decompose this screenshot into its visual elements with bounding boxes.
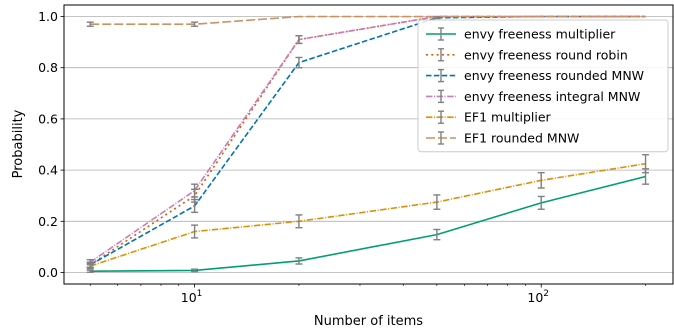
series-layer bbox=[86, 15, 650, 273]
series-line bbox=[90, 15, 646, 26]
ticks: 0.0 0.2 0.4 0.6 0.8 1.0 101 102 bbox=[38, 9, 646, 305]
y-tick-label: 0.6 bbox=[38, 111, 58, 126]
axes bbox=[63, 4, 674, 285]
plot-frame bbox=[63, 4, 674, 285]
legend-label: EF1 multiplier bbox=[464, 110, 552, 125]
legend-label: envy freeness round robin bbox=[464, 47, 628, 62]
x-tick-label: 102 bbox=[527, 289, 549, 305]
legend-label: envy freeness integral MNW bbox=[464, 89, 640, 104]
legend: envy freeness multiplier envy freeness ro… bbox=[417, 19, 669, 153]
series-line bbox=[89, 15, 646, 266]
x-tick-label: 101 bbox=[181, 289, 203, 305]
legend-label: EF1 rounded MNW bbox=[464, 131, 579, 146]
y-axis-label: Probability bbox=[11, 109, 26, 178]
series-line bbox=[90, 175, 646, 272]
legend-box bbox=[417, 19, 669, 153]
legend-label: envy freeness rounded MNW bbox=[464, 68, 644, 83]
y-tick-label: 0.2 bbox=[38, 214, 58, 229]
y-tick-label: 0.0 bbox=[38, 265, 58, 280]
y-tick-label: 0.8 bbox=[38, 60, 58, 75]
x-axis-label: Number of items bbox=[314, 314, 423, 329]
series-line bbox=[89, 162, 646, 267]
y-tick-label: 1.0 bbox=[38, 9, 58, 24]
legend-label: envy freeness multiplier bbox=[464, 27, 616, 42]
y-tick-label: 0.4 bbox=[38, 163, 58, 178]
